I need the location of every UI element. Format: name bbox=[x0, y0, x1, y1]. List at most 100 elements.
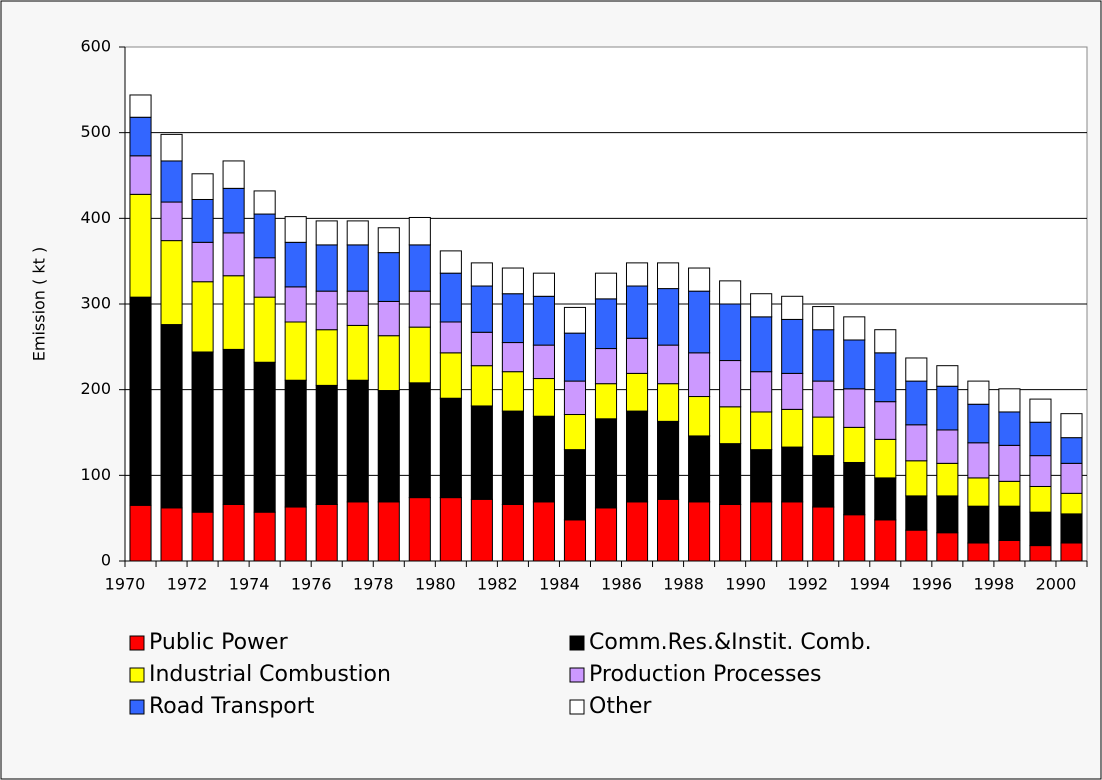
bar-segment bbox=[284, 321, 307, 381]
y-tick-label: 500 bbox=[80, 122, 111, 141]
bar-segment bbox=[781, 372, 804, 410]
bar-segment bbox=[905, 380, 928, 426]
bar-segment bbox=[625, 337, 649, 374]
legend-swatch bbox=[569, 635, 585, 651]
x-tick-label: 1978 bbox=[353, 575, 394, 594]
bar-segment bbox=[625, 285, 649, 339]
bar-segment bbox=[594, 383, 618, 420]
bar-segment bbox=[594, 418, 618, 509]
bar-segment bbox=[253, 257, 276, 298]
bar-segment bbox=[657, 262, 680, 290]
legend-label: Industrial Combustion bbox=[149, 662, 391, 687]
bar-segment bbox=[967, 403, 990, 444]
legend-swatch bbox=[569, 699, 585, 715]
legend-label: Other bbox=[589, 694, 652, 719]
bar-segment bbox=[936, 532, 959, 562]
bar-segment bbox=[625, 262, 649, 287]
bar-segment bbox=[284, 216, 307, 243]
bar-segment bbox=[1060, 437, 1083, 464]
bar-segment bbox=[843, 426, 866, 463]
bar-segment bbox=[750, 411, 773, 451]
bar-segment bbox=[470, 498, 493, 562]
bar-segment bbox=[377, 227, 400, 254]
bar-segment bbox=[719, 360, 742, 408]
bar-segment bbox=[905, 460, 928, 497]
y-tick-label: 200 bbox=[80, 379, 111, 398]
bar-segment bbox=[905, 424, 928, 462]
bar-segment bbox=[439, 272, 462, 323]
bar-segment bbox=[408, 216, 431, 246]
bar-segment bbox=[253, 190, 276, 215]
bar-segment bbox=[439, 397, 462, 499]
bar-segment bbox=[625, 410, 649, 503]
x-tick-label: 1976 bbox=[291, 575, 332, 594]
bar-segment bbox=[284, 286, 307, 323]
bar-segment bbox=[222, 503, 245, 562]
bar-segment bbox=[905, 529, 928, 562]
bar-segment bbox=[719, 503, 742, 562]
bar-segment bbox=[346, 244, 369, 292]
bar-segment bbox=[315, 290, 338, 331]
bar-segment bbox=[191, 173, 214, 200]
bar-segment bbox=[377, 252, 400, 302]
bar-segment bbox=[750, 371, 773, 413]
y-tick-label: 0 bbox=[101, 551, 111, 570]
bar-segment bbox=[160, 324, 183, 509]
bar-segment bbox=[191, 198, 214, 243]
bar-segment bbox=[470, 262, 493, 287]
x-tick-label: 1986 bbox=[601, 575, 642, 594]
bar-segment bbox=[967, 380, 990, 405]
x-tick-label: 1988 bbox=[663, 575, 704, 594]
bar-segment bbox=[688, 396, 711, 437]
bar-segment bbox=[501, 293, 524, 344]
bar-segment bbox=[688, 501, 711, 562]
bar-segment bbox=[501, 342, 524, 373]
bar-segment bbox=[470, 405, 493, 500]
bar-segment bbox=[346, 379, 369, 503]
bar-segment bbox=[874, 477, 897, 521]
bar-segment bbox=[129, 94, 152, 118]
bar-segment bbox=[222, 160, 245, 189]
bar-segment bbox=[377, 300, 400, 337]
bar-segment bbox=[781, 318, 804, 374]
bar-segment bbox=[843, 514, 866, 562]
bar-segment bbox=[191, 511, 214, 562]
y-tick-label: 100 bbox=[80, 465, 111, 484]
x-tick-label: 1982 bbox=[477, 575, 518, 594]
bar-segment bbox=[812, 329, 835, 382]
bar-segment bbox=[191, 241, 214, 283]
bar-segment bbox=[346, 290, 369, 326]
bar-segment bbox=[967, 505, 990, 544]
bar-segment bbox=[439, 321, 462, 354]
bar-segment bbox=[812, 380, 835, 418]
bar-segment bbox=[657, 344, 680, 385]
bar-segment bbox=[160, 133, 183, 162]
x-tick-label: 1998 bbox=[974, 575, 1015, 594]
bar-segment bbox=[625, 501, 649, 562]
bar-segment bbox=[998, 539, 1021, 562]
bar-segment bbox=[1029, 398, 1052, 423]
bar-segment bbox=[377, 335, 400, 392]
bar-segment bbox=[563, 306, 587, 334]
bar-segment bbox=[470, 365, 493, 407]
bar-segment bbox=[594, 298, 618, 350]
x-tick-label: 1970 bbox=[105, 575, 146, 594]
legend-swatch bbox=[569, 667, 585, 683]
bar-segment bbox=[657, 498, 680, 562]
bar-segment bbox=[750, 316, 773, 373]
bar-segment bbox=[874, 352, 897, 403]
bar-segment bbox=[377, 501, 400, 562]
bar-segment bbox=[936, 462, 959, 497]
bar-segment bbox=[967, 542, 990, 562]
bar-segment bbox=[563, 380, 587, 416]
bar-segment bbox=[594, 348, 618, 385]
bar-segment bbox=[439, 250, 462, 274]
bar-segment bbox=[594, 272, 618, 300]
legend-label: Public Power bbox=[149, 630, 289, 655]
bar-segment bbox=[657, 383, 680, 422]
bar-segment bbox=[532, 295, 555, 346]
bar-segment bbox=[936, 365, 959, 387]
bar-segment bbox=[1029, 545, 1052, 562]
bar-segment bbox=[874, 519, 897, 562]
